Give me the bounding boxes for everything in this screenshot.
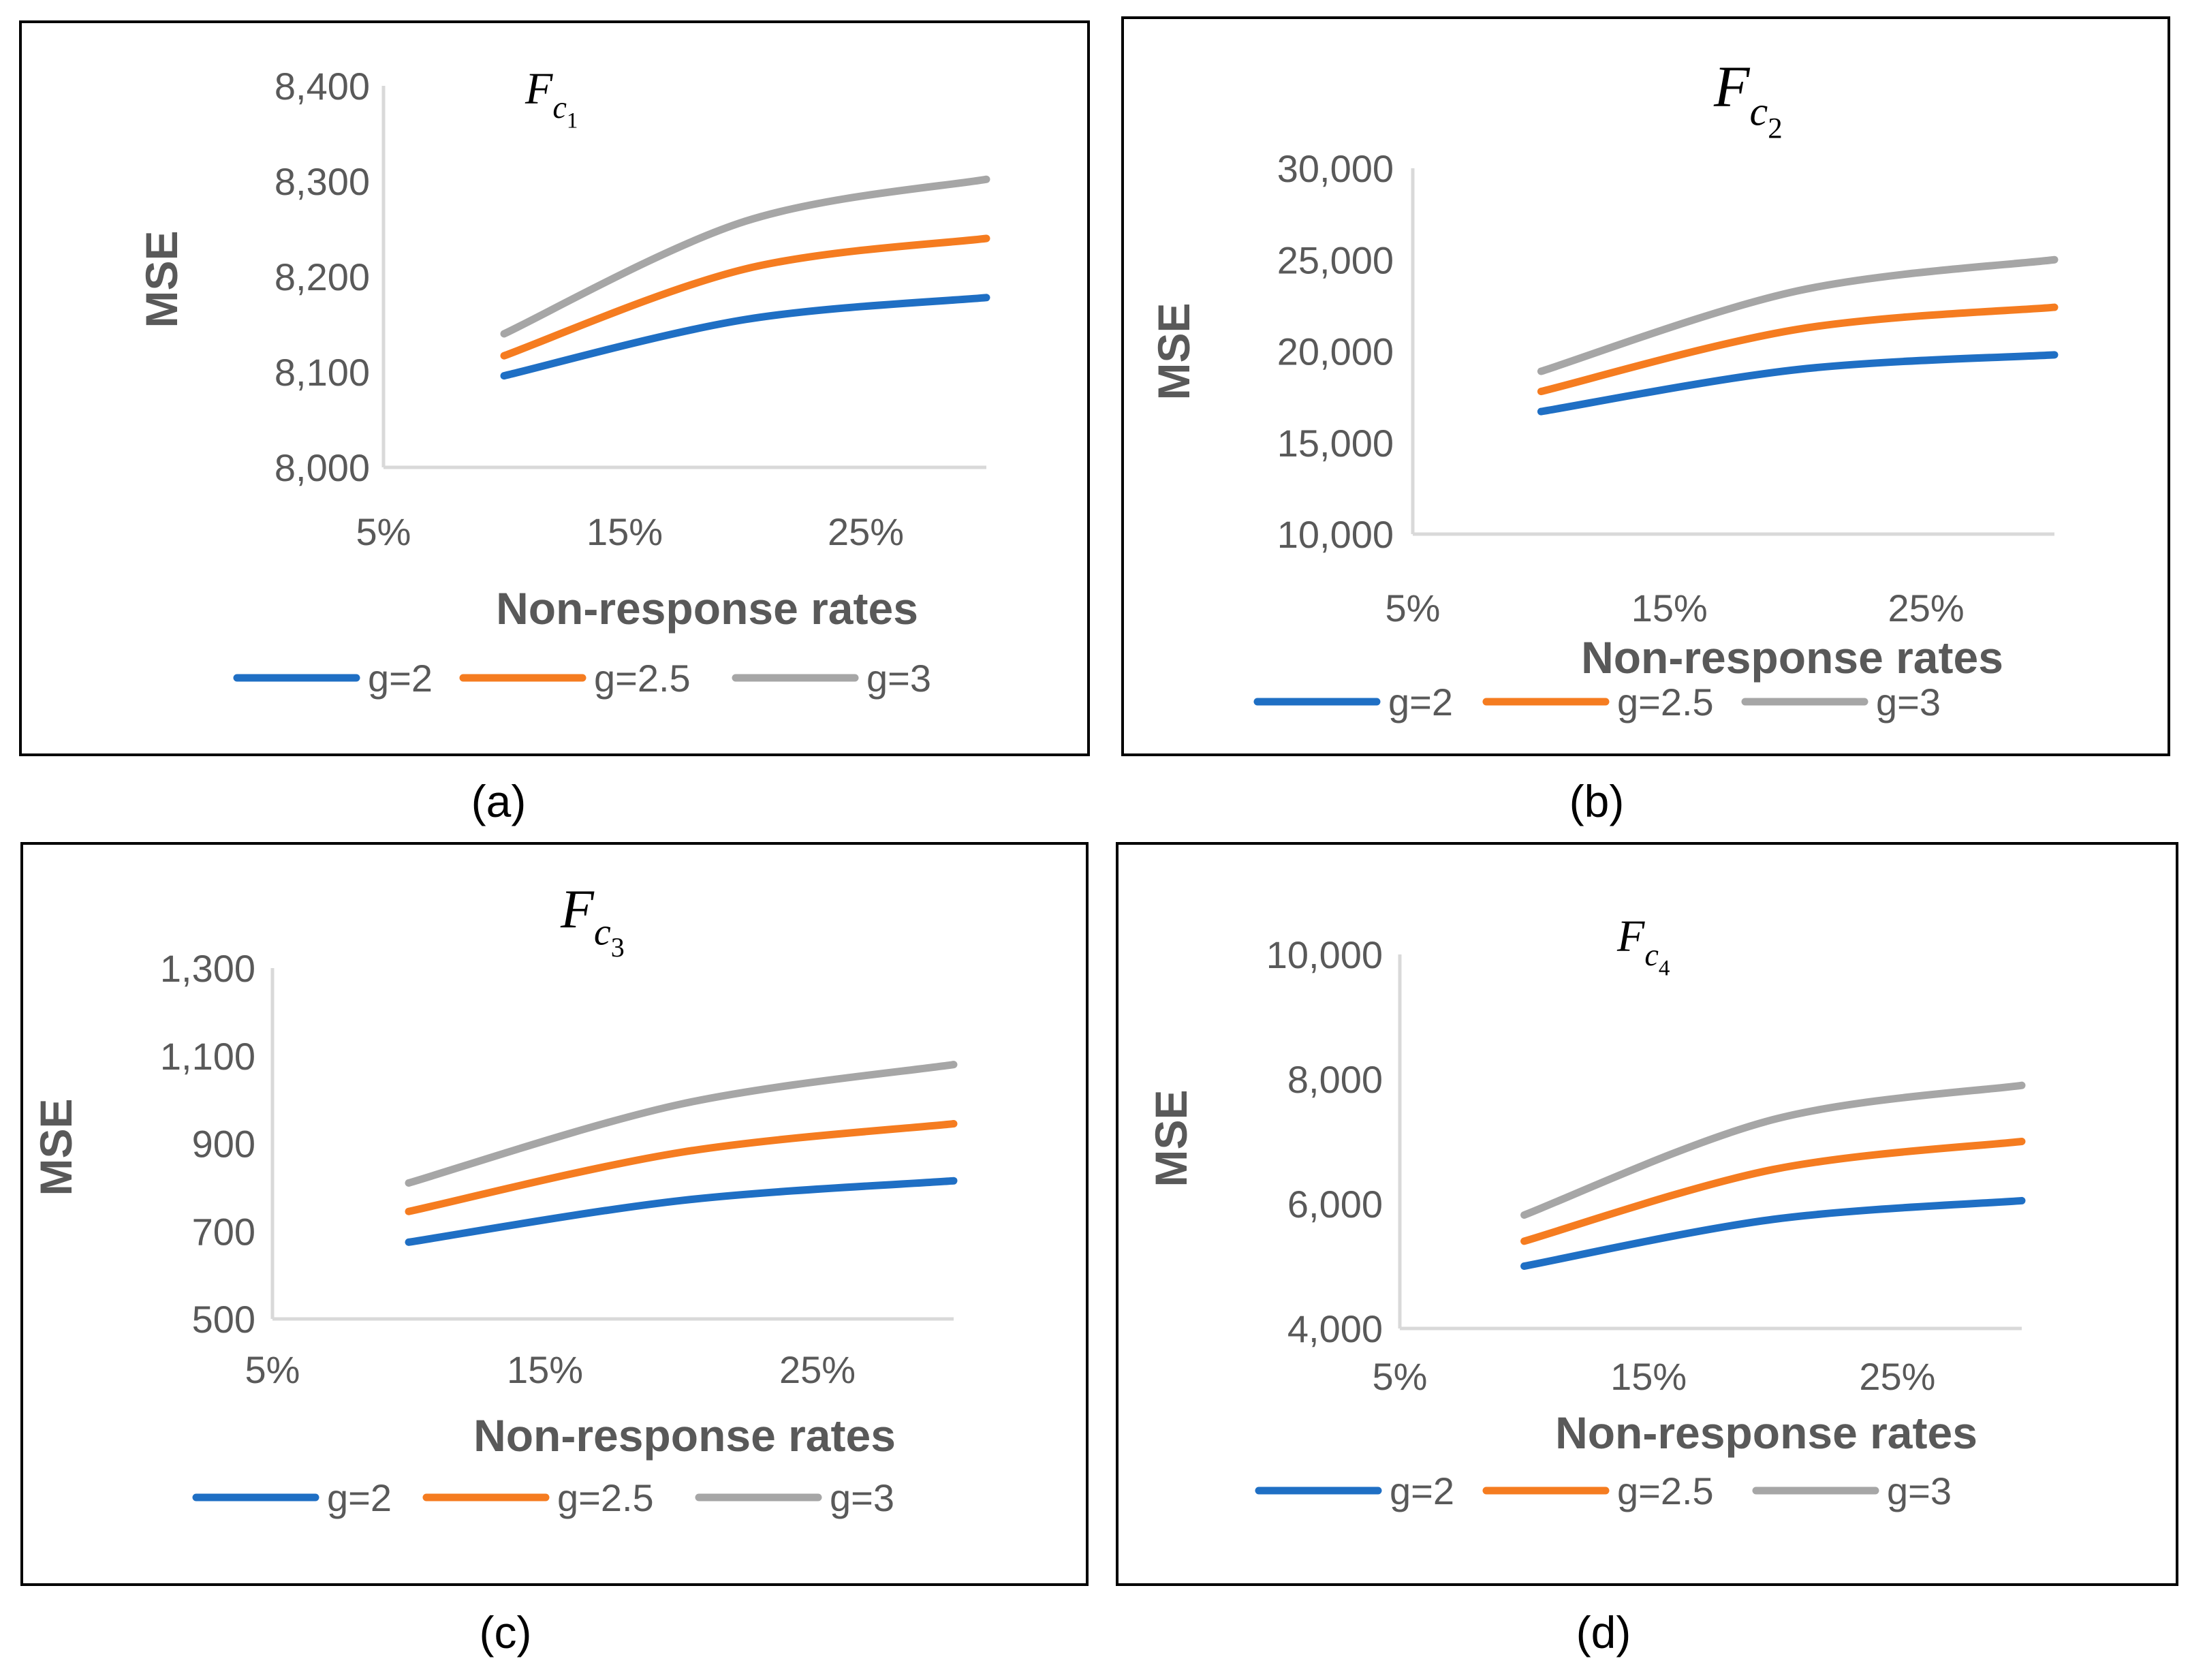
- y-tick-label: 1,100: [160, 1035, 255, 1078]
- chart-title: Fc1: [525, 64, 578, 134]
- legend-label-g=2: g=2: [327, 1476, 392, 1519]
- y-tick-label: 25,000: [1277, 238, 1394, 281]
- x-tick-label: 25%: [1859, 1355, 1935, 1398]
- y-tick-label: 700: [192, 1210, 255, 1253]
- y-axis-title: MSE: [1146, 1089, 1196, 1187]
- series-line-g=2: [1520, 1196, 2026, 1270]
- series-line-g=3: [1520, 1081, 2026, 1219]
- series-line-g=3: [405, 1061, 958, 1187]
- y-tick-label: 10,000: [1266, 933, 1383, 976]
- y-tick-label: 8,300: [275, 160, 370, 203]
- series-line-g=3: [1537, 255, 2059, 375]
- panel-label-a: (a): [471, 776, 527, 826]
- series-line-g=2: [500, 294, 990, 380]
- y-tick-label: 1,300: [160, 947, 255, 990]
- plot-area: 10,000 15,000 20,000 25,000 30,000 5% 15% 25%No…: [1148, 54, 2059, 724]
- y-tick-label: 4,000: [1287, 1307, 1383, 1350]
- series-line-g=2: [1537, 351, 2059, 416]
- panel-label-d: (d): [1576, 1607, 1631, 1658]
- y-axis-title: MSE: [31, 1098, 81, 1196]
- legend-label-g=2: g=2: [1390, 1469, 1454, 1512]
- x-tick-label: 5%: [1373, 1355, 1428, 1398]
- y-tick-label: 20,000: [1277, 330, 1394, 373]
- plot-area: 500 700 900 1,100 1,300 5% 15% 25% Non-response …: [31, 880, 958, 1519]
- y-tick-label: 8,200: [275, 255, 370, 298]
- chart-title: Fc3: [560, 880, 625, 963]
- series-line-g=2: [405, 1177, 958, 1246]
- chart-title: Fc4: [1616, 912, 1670, 981]
- chart-panel-c: 500 700 900 1,100 1,300 5% 15% 25% Non-response …: [20, 842, 1089, 1586]
- y-tick-label: 8,000: [275, 446, 370, 489]
- legend-label-g=3: g=3: [1887, 1469, 1952, 1512]
- series-line-g=3: [500, 175, 990, 338]
- x-tick-label: 25%: [1888, 587, 1965, 629]
- series-line-g=2.5: [500, 234, 990, 360]
- x-axis-title: Non-response rates: [473, 1410, 896, 1461]
- panel-label-b: (b): [1569, 776, 1625, 826]
- series-line-g=2.5: [1537, 303, 2059, 396]
- legend-label-g=2: g=2: [1388, 681, 1453, 724]
- x-axis-title: Non-response rates: [1555, 1407, 1977, 1458]
- y-tick-label: 6,000: [1287, 1183, 1383, 1226]
- chart-panel-d: 4,000 6,000 8,000 10,000 5% 15% 25% Non-respons…: [1116, 842, 2178, 1586]
- legend-label-g=2.5: g=2.5: [594, 657, 691, 700]
- legend-label-g=3: g=3: [1876, 681, 1941, 724]
- x-tick-label: 25%: [828, 510, 904, 553]
- y-tick-label: 15,000: [1277, 422, 1394, 465]
- x-tick-label: 5%: [1386, 587, 1441, 629]
- y-tick-label: 500: [192, 1298, 255, 1341]
- y-tick-label: 8,000: [1287, 1058, 1383, 1101]
- legend-label-g=2.5: g=2.5: [557, 1476, 654, 1519]
- x-axis-title: Non-response rates: [1581, 632, 2003, 683]
- x-tick-label: 5%: [245, 1348, 300, 1391]
- x-tick-label: 15%: [1631, 587, 1708, 629]
- plot-area: 4,000 6,000 8,000 10,000 5% 15% 25% Non-respons…: [1146, 912, 2026, 1512]
- y-tick-label: 30,000: [1277, 147, 1394, 190]
- x-tick-label: 15%: [586, 510, 663, 553]
- chart-panel-a: 8,000 8,100 8,200 8,300 8,400 5% 15% 25% Non-res…: [19, 20, 1090, 756]
- x-tick-label: 15%: [1610, 1355, 1687, 1398]
- series-line-g=2.5: [405, 1120, 958, 1215]
- y-tick-label: 900: [192, 1123, 255, 1166]
- panel-label-c: (c): [479, 1607, 532, 1658]
- y-axis-title: MSE: [1148, 302, 1199, 400]
- legend-label-g=3: g=3: [866, 657, 931, 700]
- y-tick-label: 8,400: [275, 65, 370, 108]
- legend-label-g=2.5: g=2.5: [1617, 681, 1714, 724]
- series-line-g=2.5: [1520, 1138, 2026, 1245]
- x-tick-label: 25%: [779, 1348, 856, 1391]
- legend-label-g=2: g=2: [368, 657, 433, 700]
- plot-area: 8,000 8,100 8,200 8,300 8,400 5% 15% 25% Non-res…: [136, 64, 990, 700]
- y-tick-label: 8,100: [275, 351, 370, 394]
- chart-title: Fc2: [1713, 54, 1783, 144]
- chart-panel-b: 10,000 15,000 20,000 25,000 30,000 5% 15% 25%No…: [1121, 16, 2170, 756]
- y-axis-title: MSE: [136, 230, 187, 328]
- legend-label-g=2.5: g=2.5: [1617, 1469, 1714, 1512]
- x-tick-label: 15%: [507, 1348, 583, 1391]
- x-tick-label: 5%: [356, 510, 411, 553]
- y-tick-label: 10,000: [1277, 513, 1394, 556]
- x-axis-title: Non-response rates: [496, 583, 918, 634]
- legend-label-g=3: g=3: [830, 1476, 894, 1519]
